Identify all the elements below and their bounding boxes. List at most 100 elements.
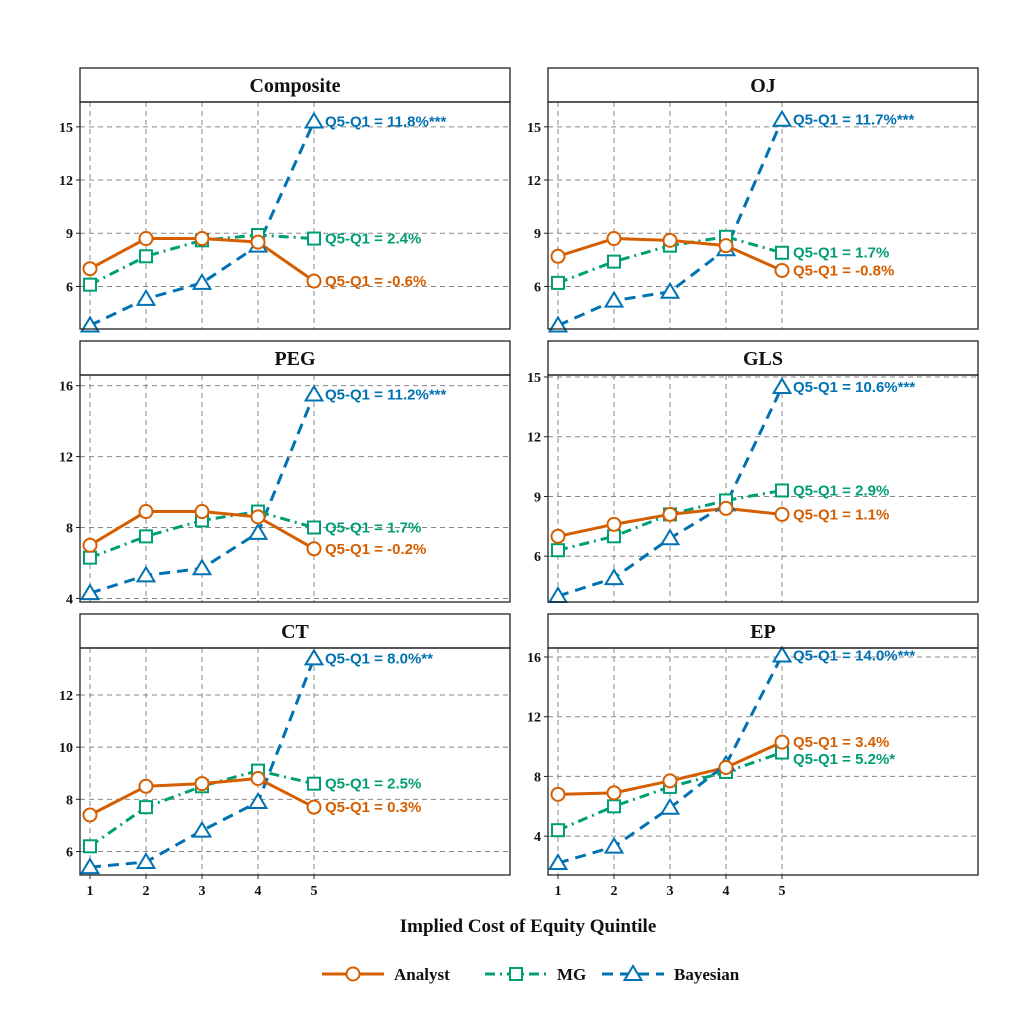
point-analyst bbox=[138, 231, 154, 247]
point-analyst bbox=[718, 238, 734, 254]
x-tick-label: 4 bbox=[255, 884, 262, 899]
point-analyst bbox=[774, 506, 790, 522]
point-bayesian bbox=[603, 568, 625, 586]
point-mg bbox=[551, 823, 565, 838]
point-mg bbox=[83, 839, 97, 854]
point-bayesian bbox=[303, 648, 325, 666]
point-analyst bbox=[662, 232, 678, 248]
point-mg bbox=[139, 529, 153, 544]
annotation-analyst: Q5-Q1 = 0.3% bbox=[325, 799, 421, 816]
legend-marker bbox=[345, 966, 361, 982]
y-tick-label: 12 bbox=[527, 431, 541, 446]
legend-label: Analyst bbox=[394, 965, 450, 984]
legend: Analyst MG Bayesian bbox=[322, 964, 740, 984]
point-bayesian bbox=[135, 288, 157, 306]
y-tick-label: 15 bbox=[527, 371, 541, 386]
point-analyst bbox=[138, 504, 154, 520]
annotation-bayesian: Q5-Q1 = 11.7%*** bbox=[793, 112, 914, 129]
point-analyst bbox=[606, 516, 622, 532]
point-analyst bbox=[550, 248, 566, 264]
point-bayesian bbox=[247, 522, 269, 540]
annotation-mg: Q5-Q1 = 2.4% bbox=[325, 231, 421, 248]
annotation-analyst: Q5-Q1 = 3.4% bbox=[793, 734, 889, 751]
annotation-mg: Q5-Q1 = 1.7% bbox=[793, 245, 889, 262]
panel-title: GLS bbox=[743, 348, 783, 370]
point-mg bbox=[775, 483, 789, 498]
y-tick-label: 12 bbox=[527, 174, 541, 189]
point-bayesian bbox=[191, 820, 213, 838]
point-analyst bbox=[306, 273, 322, 289]
point-analyst bbox=[306, 541, 322, 557]
legend-entry-mg: MG bbox=[485, 965, 586, 984]
panel-border bbox=[79, 374, 511, 603]
annotation-mg: Q5-Q1 = 1.7% bbox=[325, 520, 421, 537]
point-bayesian bbox=[135, 852, 157, 869]
point-bayesian bbox=[303, 384, 325, 402]
point-bayesian bbox=[547, 315, 569, 333]
panel-gls: GLS 6 9 12 15 Q5-Q1 = 10.6%*** Q5-Q1 = 2.9% Q5-… bbox=[527, 340, 979, 604]
point-analyst bbox=[194, 231, 210, 247]
point-bayesian bbox=[659, 797, 681, 815]
point-analyst bbox=[82, 537, 98, 553]
x-tick-label: 2 bbox=[143, 884, 150, 899]
y-tick-label: 6 bbox=[534, 280, 541, 295]
point-bayesian bbox=[771, 109, 793, 127]
point-bayesian bbox=[303, 111, 325, 129]
panel-strip bbox=[547, 67, 979, 103]
point-bayesian bbox=[191, 558, 213, 576]
point-mg bbox=[551, 543, 565, 558]
y-tick-label: 9 bbox=[534, 490, 541, 505]
panel-title: Composite bbox=[249, 75, 340, 97]
series-line-mg bbox=[89, 769, 315, 848]
y-tick-label: 6 bbox=[66, 846, 73, 861]
grid bbox=[80, 648, 510, 875]
x-tick-label: 5 bbox=[779, 884, 786, 899]
series-line-bayesian bbox=[89, 120, 316, 327]
point-analyst bbox=[194, 776, 210, 792]
annotation-bayesian: Q5-Q1 = 11.8%*** bbox=[325, 114, 446, 131]
point-analyst bbox=[774, 262, 790, 278]
point-bayesian bbox=[191, 272, 213, 290]
x-tick-label: 5 bbox=[311, 884, 318, 899]
x-tick-label: 2 bbox=[611, 884, 618, 899]
y-tick-label: 6 bbox=[534, 550, 541, 565]
point-mg bbox=[775, 245, 789, 260]
panel-strip bbox=[79, 67, 511, 103]
y-tick-label: 6 bbox=[66, 280, 73, 295]
panel-border bbox=[547, 374, 979, 603]
annotation-bayesian: Q5-Q1 = 8.0%** bbox=[325, 650, 433, 667]
annotation-analyst: Q5-Q1 = 1.1% bbox=[793, 506, 889, 523]
y-tick-label: 12 bbox=[59, 174, 73, 189]
annotation-mg: Q5-Q1 = 2.5% bbox=[325, 776, 421, 793]
point-analyst bbox=[606, 785, 622, 801]
annotation-analyst: Q5-Q1 = -0.6% bbox=[325, 273, 426, 290]
panel-strip bbox=[547, 613, 979, 649]
point-bayesian bbox=[79, 315, 101, 333]
point-mg bbox=[307, 776, 321, 791]
point-bayesian bbox=[79, 583, 101, 601]
point-analyst bbox=[718, 500, 734, 516]
panel-title: PEG bbox=[274, 348, 316, 370]
y-tick-label: 10 bbox=[59, 741, 73, 756]
y-tick-label: 8 bbox=[66, 793, 73, 808]
point-analyst bbox=[250, 770, 266, 786]
y-tick-label: 9 bbox=[534, 227, 541, 242]
legend-entry-analyst: Analyst bbox=[322, 965, 450, 984]
point-analyst bbox=[250, 509, 266, 525]
point-mg bbox=[307, 520, 321, 535]
point-mg bbox=[83, 277, 97, 292]
point-analyst bbox=[550, 528, 566, 544]
y-tick-label: 16 bbox=[59, 380, 73, 395]
point-analyst bbox=[138, 778, 154, 794]
y-tick-label: 4 bbox=[534, 830, 541, 845]
y-tick-label: 12 bbox=[527, 711, 541, 726]
point-analyst bbox=[306, 799, 322, 815]
point-analyst bbox=[606, 231, 622, 247]
panel-peg: PEG 4 8 12 16 Q5-Q1 = 11.2%*** Q5-Q1 = 1.7% Q5-… bbox=[59, 340, 511, 607]
panel-border bbox=[547, 101, 979, 330]
legend-label: MG bbox=[557, 965, 586, 984]
point-analyst bbox=[662, 773, 678, 789]
point-mg bbox=[551, 275, 565, 290]
